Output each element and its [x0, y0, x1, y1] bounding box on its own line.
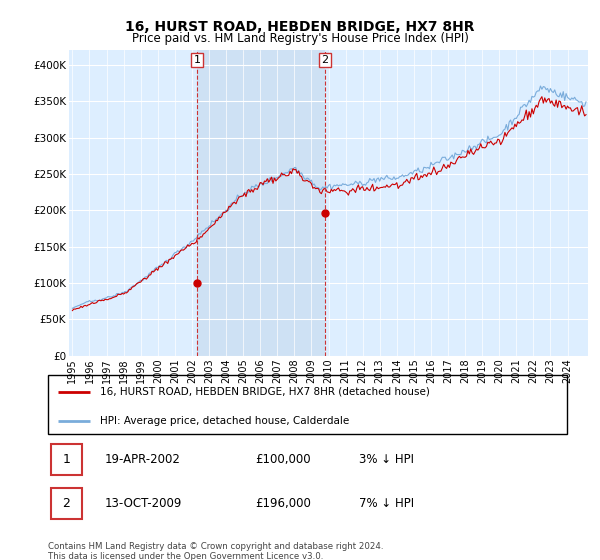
Text: Contains HM Land Registry data © Crown copyright and database right 2024.
This d: Contains HM Land Registry data © Crown c…: [48, 542, 383, 560]
Text: HPI: Average price, detached house, Calderdale: HPI: Average price, detached house, Cald…: [100, 416, 349, 426]
Text: Price paid vs. HM Land Registry's House Price Index (HPI): Price paid vs. HM Land Registry's House …: [131, 32, 469, 45]
Text: 3% ↓ HPI: 3% ↓ HPI: [359, 452, 415, 466]
Text: 2: 2: [322, 55, 328, 65]
Text: £100,000: £100,000: [256, 452, 311, 466]
Text: 1: 1: [62, 452, 70, 466]
Text: £196,000: £196,000: [256, 497, 311, 510]
Text: 1: 1: [193, 55, 200, 65]
Text: 13-OCT-2009: 13-OCT-2009: [105, 497, 182, 510]
Text: 19-APR-2002: 19-APR-2002: [105, 452, 181, 466]
FancyBboxPatch shape: [50, 488, 82, 519]
Text: 16, HURST ROAD, HEBDEN BRIDGE, HX7 8HR (detached house): 16, HURST ROAD, HEBDEN BRIDGE, HX7 8HR (…: [100, 386, 430, 396]
FancyBboxPatch shape: [50, 444, 82, 475]
Text: 7% ↓ HPI: 7% ↓ HPI: [359, 497, 415, 510]
Text: 2: 2: [62, 497, 70, 510]
Bar: [197, 50, 325, 356]
Text: 16, HURST ROAD, HEBDEN BRIDGE, HX7 8HR: 16, HURST ROAD, HEBDEN BRIDGE, HX7 8HR: [125, 20, 475, 34]
